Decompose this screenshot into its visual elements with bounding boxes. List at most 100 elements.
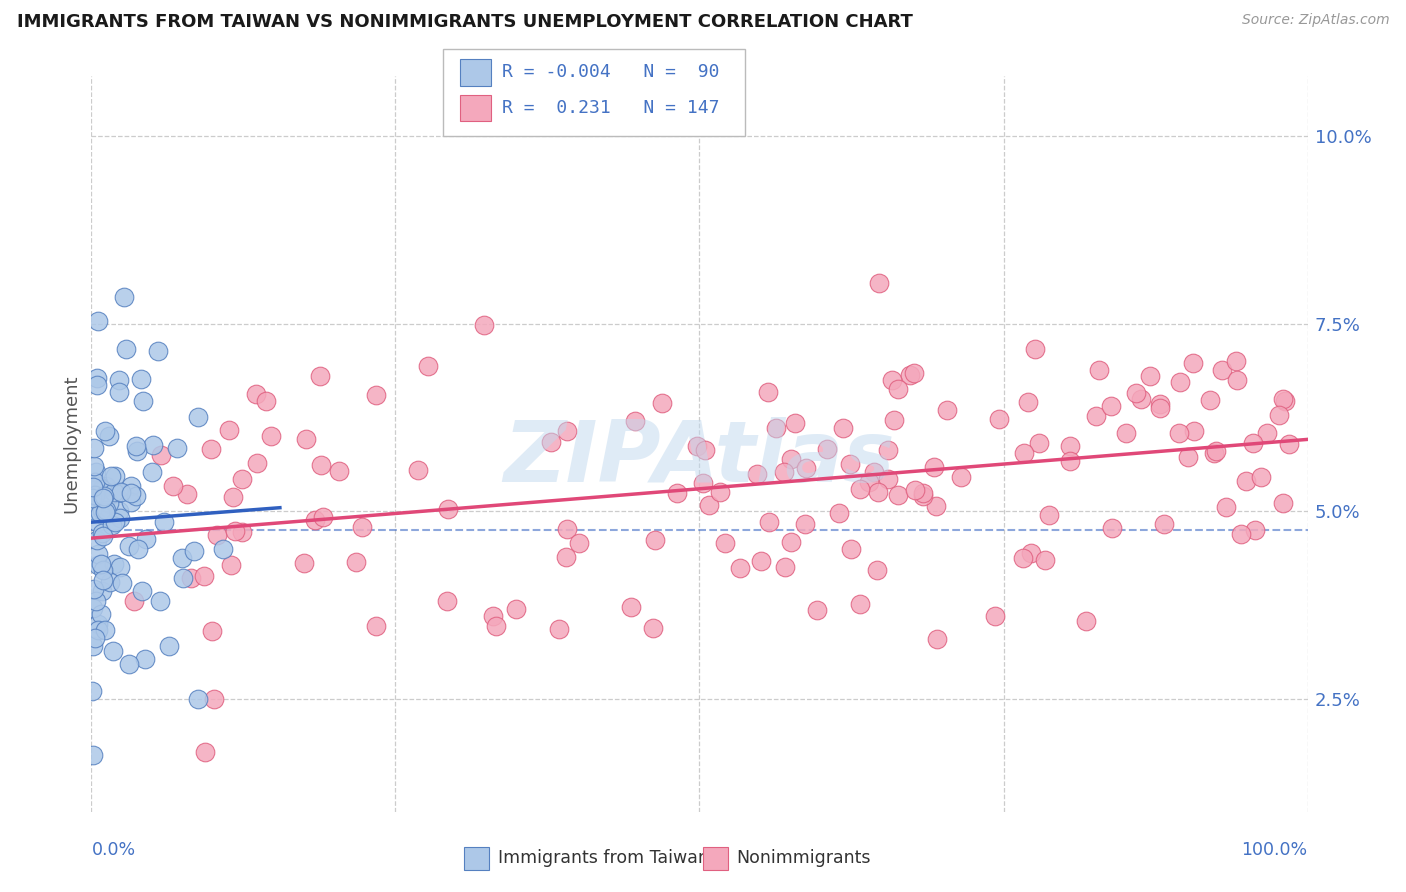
Point xyxy=(260,429,283,443)
Point xyxy=(83,582,105,596)
Point xyxy=(103,557,125,571)
Point xyxy=(295,432,318,446)
Point xyxy=(82,684,104,698)
Point xyxy=(745,467,768,481)
Point xyxy=(172,571,194,585)
Point xyxy=(898,368,921,383)
Point xyxy=(849,483,872,497)
Point xyxy=(86,515,108,529)
Point xyxy=(91,529,114,543)
Text: 0.0%: 0.0% xyxy=(91,841,135,859)
Point xyxy=(107,485,129,500)
Text: Source: ZipAtlas.com: Source: ZipAtlas.com xyxy=(1241,13,1389,28)
Point xyxy=(1226,373,1249,387)
Point xyxy=(1167,425,1189,440)
Point xyxy=(91,573,114,587)
Point xyxy=(125,444,148,458)
Point xyxy=(87,479,110,493)
Point xyxy=(1274,394,1296,409)
Point xyxy=(1225,354,1247,368)
Point xyxy=(555,522,578,536)
Point xyxy=(162,479,184,493)
Point xyxy=(935,403,957,417)
Point xyxy=(1099,399,1122,413)
Point xyxy=(1202,446,1225,460)
Point xyxy=(416,359,439,374)
Y-axis label: Unemployment: Unemployment xyxy=(62,375,80,513)
Point xyxy=(780,535,803,549)
Point xyxy=(141,465,163,479)
Point xyxy=(1272,392,1295,406)
Point xyxy=(911,489,934,503)
Text: ZIPAtlas: ZIPAtlas xyxy=(503,417,896,500)
Point xyxy=(94,425,117,439)
Point xyxy=(91,526,114,541)
Point xyxy=(1278,437,1301,451)
Point xyxy=(146,344,169,359)
Text: Immigrants from Taiwan: Immigrants from Taiwan xyxy=(498,849,709,867)
Point xyxy=(1149,401,1171,415)
Point xyxy=(912,486,935,500)
Point xyxy=(108,504,131,518)
Point xyxy=(1139,368,1161,383)
Point xyxy=(91,584,114,599)
Point xyxy=(927,632,949,646)
Point xyxy=(141,438,163,452)
Point xyxy=(90,503,112,517)
Point xyxy=(1017,395,1039,409)
Point xyxy=(84,594,107,608)
Point xyxy=(838,458,860,472)
Text: Nonimmigrants: Nonimmigrants xyxy=(737,849,872,867)
Point xyxy=(1199,393,1222,408)
Point xyxy=(1059,453,1081,467)
Point xyxy=(202,692,225,706)
Point xyxy=(125,489,148,503)
Point xyxy=(1012,446,1035,460)
Point xyxy=(1087,363,1109,377)
Point xyxy=(111,576,134,591)
Point xyxy=(709,485,731,500)
Point xyxy=(620,599,643,614)
Point xyxy=(98,496,121,510)
Point xyxy=(176,487,198,501)
Point xyxy=(84,465,107,479)
Point xyxy=(1241,436,1264,450)
Point xyxy=(94,479,117,493)
Point xyxy=(697,499,720,513)
Point xyxy=(312,510,335,524)
Point xyxy=(779,451,801,466)
Point xyxy=(304,513,326,527)
Point xyxy=(132,394,155,409)
Point xyxy=(984,609,1007,624)
Point xyxy=(212,542,235,557)
Point xyxy=(93,563,115,577)
Point xyxy=(108,559,131,574)
Point xyxy=(344,555,367,569)
Point xyxy=(1012,550,1035,565)
Point xyxy=(83,475,105,490)
Point xyxy=(231,524,253,539)
Point xyxy=(1085,409,1108,424)
Point xyxy=(87,547,110,561)
Point xyxy=(623,414,645,428)
Point xyxy=(219,558,242,573)
Point xyxy=(1033,553,1056,567)
Point xyxy=(218,423,240,437)
Point xyxy=(773,465,796,479)
Point xyxy=(166,442,188,456)
Text: 100.0%: 100.0% xyxy=(1241,841,1308,859)
Point xyxy=(758,515,780,529)
Point xyxy=(714,536,737,550)
Point xyxy=(925,499,948,513)
Point xyxy=(1038,508,1060,522)
Point xyxy=(364,619,387,633)
Point xyxy=(97,429,120,443)
Point xyxy=(666,485,689,500)
Point xyxy=(1129,392,1152,406)
Point xyxy=(90,482,112,496)
Point xyxy=(83,441,105,455)
Point xyxy=(309,368,332,383)
Point xyxy=(1256,426,1278,441)
Point xyxy=(183,543,205,558)
Point xyxy=(949,470,972,484)
